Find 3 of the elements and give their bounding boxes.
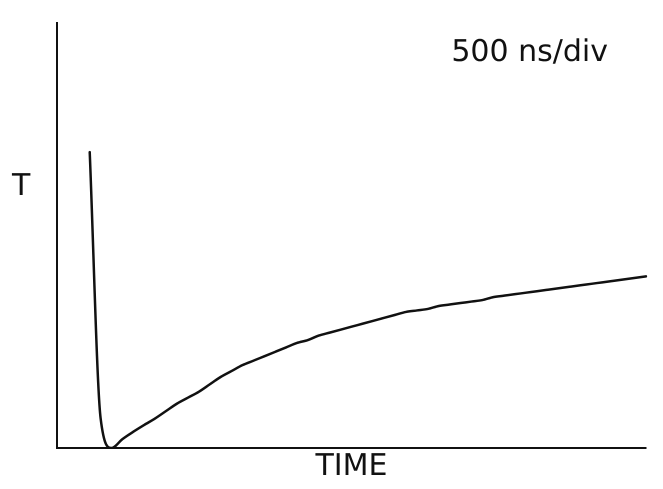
text: 500 ns/div (451, 34, 608, 69)
y-axis-title: T (12, 168, 30, 203)
x-axis-title: TIME (314, 448, 388, 483)
